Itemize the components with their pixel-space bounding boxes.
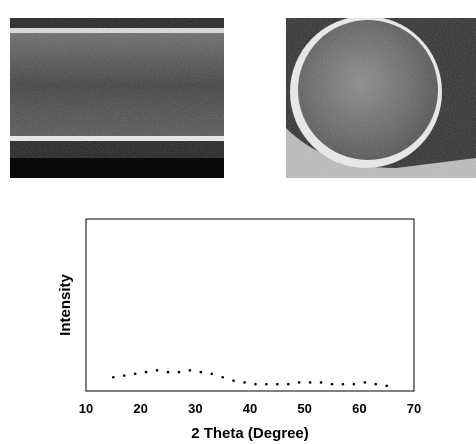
x-tick-label: 40 xyxy=(243,401,257,416)
y-axis-title: Intensity xyxy=(57,274,74,336)
x-tick-label: 10 xyxy=(79,401,93,416)
data-point xyxy=(243,381,246,384)
data-point xyxy=(221,375,224,379)
data-point xyxy=(177,370,181,374)
data-point xyxy=(112,375,115,379)
data-point xyxy=(254,382,257,386)
x-tick-label: 20 xyxy=(133,401,147,416)
x-tick-label: 60 xyxy=(352,401,366,416)
data-point xyxy=(144,370,148,374)
data-point xyxy=(374,382,378,386)
data-point xyxy=(122,374,126,377)
data-point xyxy=(210,372,214,376)
x-tick-label: 70 xyxy=(407,401,421,416)
data-point xyxy=(286,382,290,386)
data-point xyxy=(265,382,268,386)
data-point xyxy=(341,382,345,386)
data-point xyxy=(199,370,203,374)
data-point xyxy=(319,381,323,384)
x-tick-labels: 10 20 30 40 50 60 70 xyxy=(79,401,421,416)
data-point xyxy=(308,381,312,384)
data-point xyxy=(155,369,159,372)
data-point xyxy=(232,379,235,382)
data-point xyxy=(363,381,367,384)
plot-frame xyxy=(85,218,415,392)
data-point xyxy=(133,372,137,376)
x-tick-label: 50 xyxy=(297,401,311,416)
data-point xyxy=(166,370,170,374)
x-axis-title: 2 Theta (Degree) xyxy=(191,425,309,442)
data-point xyxy=(385,384,388,388)
sem-image-side-view xyxy=(10,18,224,178)
data-point xyxy=(188,369,192,372)
data-point xyxy=(297,381,301,384)
data-series xyxy=(112,369,388,388)
sem-image-cross-section xyxy=(286,18,476,178)
data-point xyxy=(352,382,356,386)
data-point xyxy=(276,382,279,386)
data-point xyxy=(330,382,334,386)
x-tick-label: 30 xyxy=(188,401,202,416)
xrd-chart: 10 20 30 40 50 60 70 2 Theta (Degree) Intensit… xyxy=(57,218,421,442)
